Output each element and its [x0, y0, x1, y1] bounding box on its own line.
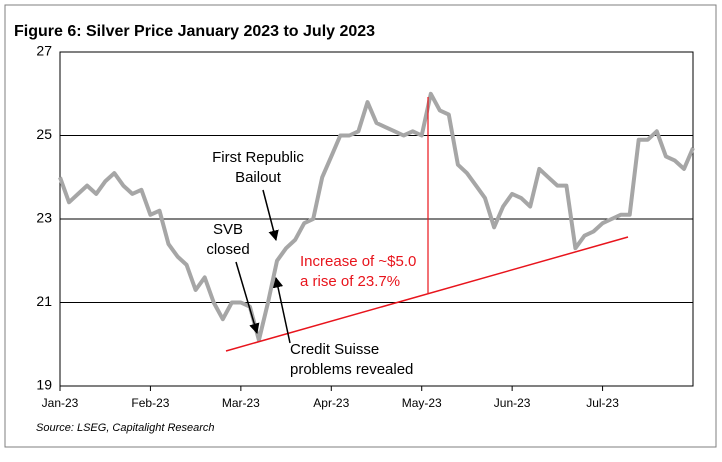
annotation: closed [206, 241, 249, 258]
x-tick-label: Apr-23 [313, 396, 349, 410]
x-tick-label: May-23 [402, 396, 442, 410]
y-tick-label: 27 [36, 43, 52, 59]
annotation: Increase of ~$5.0 [300, 253, 416, 270]
trend-line [225, 236, 629, 352]
annotation: a rise of 23.7% [300, 273, 400, 290]
arrow [235, 261, 260, 335]
y-tick-label: 21 [36, 293, 52, 309]
outer-frame [4, 4, 717, 448]
chart-title: Figure 6: Silver Price January 2023 to J… [14, 23, 375, 40]
y-tick-label: 25 [36, 126, 52, 142]
x-tick-label: Jul-23 [586, 396, 619, 410]
annotation: First Republic [212, 149, 304, 166]
annotation: Credit Suisse [290, 341, 379, 358]
y-tick-label: 23 [36, 210, 52, 226]
x-tick-label: Jun-23 [494, 396, 531, 410]
x-tick-label: Jan-23 [42, 396, 79, 410]
y-tick-label: 19 [36, 377, 52, 393]
arrow [272, 276, 291, 344]
price-line [58, 91, 695, 343]
arrow [262, 189, 279, 242]
annotation: SVB [213, 221, 243, 238]
x-tick-label: Feb-23 [131, 396, 169, 410]
plot-frame [59, 51, 694, 387]
annotation: Bailout [235, 169, 282, 186]
x-tick-label: Mar-23 [222, 396, 260, 410]
source: Source: LSEG, Capitalight Research [36, 422, 215, 434]
annotation: problems revealed [290, 361, 413, 378]
